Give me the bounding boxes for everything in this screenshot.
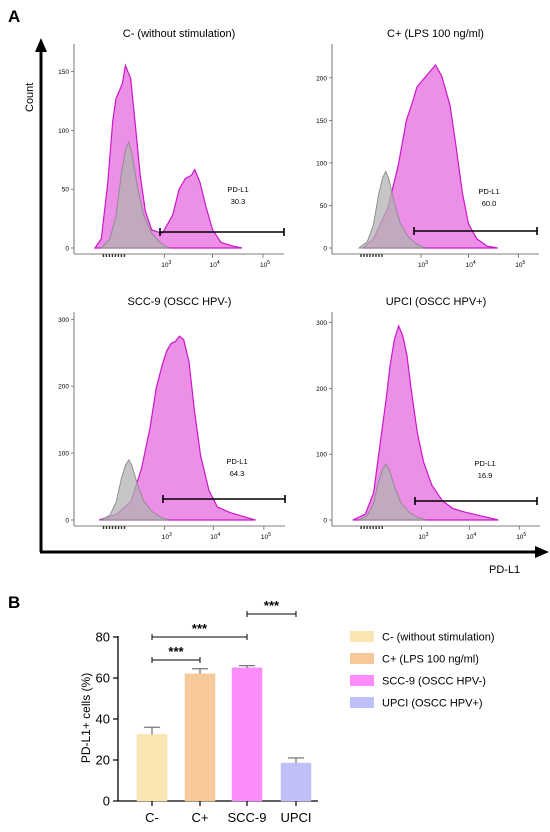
bar-SCC-9: [231, 667, 263, 802]
histogram-y-tick-label: 0: [65, 246, 69, 253]
histogram-y-tick-label: 300: [58, 317, 69, 324]
histogram-gate-value: 60.0: [482, 199, 497, 208]
histogram-y-tick-label: 200: [58, 384, 69, 391]
histogram-gate-value: 30.3: [231, 197, 246, 206]
bar-y-tick-label: 40: [96, 712, 110, 727]
histogram-title: SCC-9 (OSCC HPV-): [128, 296, 232, 308]
bar-C-: [136, 734, 168, 802]
legend-label: C+ (LPS 100 ng/ml): [382, 654, 479, 666]
histogram-y-tick-label: 100: [316, 160, 327, 167]
histogram-y-tick-label: 200: [316, 75, 327, 82]
histogram-y-tick-label: 50: [320, 203, 328, 210]
histogram-y-tick-label: 150: [58, 69, 69, 76]
histogram-title: UPCI (OSCC HPV+): [386, 296, 487, 308]
histogram-gate-value: 64.3: [230, 469, 245, 478]
histogram-gate-label: PD-L1: [478, 187, 499, 196]
legend-swatch: [350, 675, 374, 686]
panel-a-y-arrow: [35, 38, 47, 52]
histogram-y-tick-label: 150: [316, 118, 327, 125]
legend-label: UPCI (OSCC HPV+): [382, 698, 483, 710]
histogram-x-tick-label: 104: [210, 260, 220, 269]
legend-swatch: [350, 631, 374, 642]
histogram-y-tick-label: 0: [323, 246, 327, 253]
bar-category-label: C-: [145, 810, 159, 825]
bar-legend: C- (without stimulation) C+ (LPS 100 ng/m…: [350, 631, 494, 710]
bar-category-label: UPCI: [280, 810, 311, 825]
histogram-panel-1: C- (without stimulation) 0 50 100 150 103 104 1…: [58, 28, 285, 269]
histogram-x-tick-label: 105: [515, 260, 525, 269]
significance-label: ***: [192, 621, 208, 636]
bar-C+: [184, 673, 216, 802]
histogram-control-population: [100, 140, 171, 249]
bar-category-label: C+: [192, 810, 209, 825]
histogram-x-tick-label: 103: [418, 532, 428, 541]
histogram-panel-2: C+ (LPS 100 ng/ml) 0 50 100 150 200 103 104 105 P…: [316, 28, 539, 269]
legend-swatch: [350, 697, 374, 708]
histogram-title: C- (without stimulation): [123, 28, 235, 40]
histogram-x-tick-label: 103: [418, 260, 428, 269]
significance-label: ***: [168, 644, 184, 659]
histogram-panel-3: SCC-9 (OSCC HPV-) 0 100 200 300 103 104 105 PD-L…: [58, 296, 286, 541]
histogram-y-tick-label: 300: [316, 320, 327, 327]
histogram-title: C+ (LPS 100 ng/ml): [387, 28, 484, 40]
panel-a-y-label: Count: [24, 83, 36, 112]
histogram-y-tick-label: 100: [316, 452, 327, 459]
bar-y-label: PD-L1+ cells (%): [79, 673, 93, 763]
bar-chart: PD-L1+ cells (%) 0 20 40 60 80 C- C+ SCC-9 UPCI *…: [79, 598, 318, 825]
histogram-x-tick-label: 105: [261, 532, 271, 541]
histogram-x-tick-label: 104: [210, 532, 220, 541]
histogram-y-tick-label: 100: [58, 451, 69, 458]
histogram-x-tick-label: 103: [161, 260, 171, 269]
bar-y-tick-label: 60: [96, 671, 110, 686]
panel-a-x-label: PD-L1: [489, 564, 520, 576]
histogram-control-population: [358, 463, 426, 521]
bar-y-tick-label: 80: [96, 630, 110, 645]
histogram-x-tick-label: 105: [260, 260, 270, 269]
bar-y-tick-label: 0: [103, 794, 110, 809]
legend-label: C- (without stimulation): [382, 632, 494, 644]
histogram-y-tick-label: 100: [58, 128, 69, 135]
histogram-y-tick-label: 0: [65, 518, 69, 525]
histogram-gate-label: PD-L1: [474, 459, 495, 468]
histogram-x-tick-label: 105: [516, 532, 526, 541]
histogram-grid: C- (without stimulation) 0 50 100 150 103 104 1…: [58, 28, 540, 541]
histogram-x-tick-label: 104: [466, 532, 476, 541]
histogram-gate-value: 16.9: [478, 471, 493, 480]
histogram-y-tick-label: 200: [316, 386, 327, 393]
histogram-control-population: [99, 458, 170, 521]
histogram-control-population: [357, 170, 426, 249]
histogram-gate-label: PD-L1: [226, 457, 247, 466]
histogram-x-tick-label: 103: [162, 532, 172, 541]
bar-category-label: SCC-9: [227, 810, 266, 825]
panel-a-x-arrow: [535, 546, 549, 558]
legend-swatch: [350, 653, 374, 664]
histogram-gate-label: PD-L1: [227, 185, 248, 194]
histogram-y-tick-label: 0: [323, 518, 327, 525]
histogram-stimulated-population: [352, 324, 499, 521]
bar-y-tick-label: 20: [96, 753, 110, 768]
legend-label: SCC-9 (OSCC HPV-): [382, 676, 486, 688]
panel-label-a: A: [8, 7, 20, 26]
histogram-y-tick-label: 50: [62, 187, 70, 194]
panel-a-axes: Count PD-L1: [24, 38, 549, 576]
significance-label: ***: [264, 598, 280, 613]
histogram-panel-4: UPCI (OSCC HPV+) 0 100 200 300 103 104 105 PD-L1…: [316, 296, 540, 541]
bar-UPCI: [280, 762, 312, 802]
panel-label-b: B: [8, 593, 20, 612]
histogram-x-tick-label: 104: [466, 260, 476, 269]
